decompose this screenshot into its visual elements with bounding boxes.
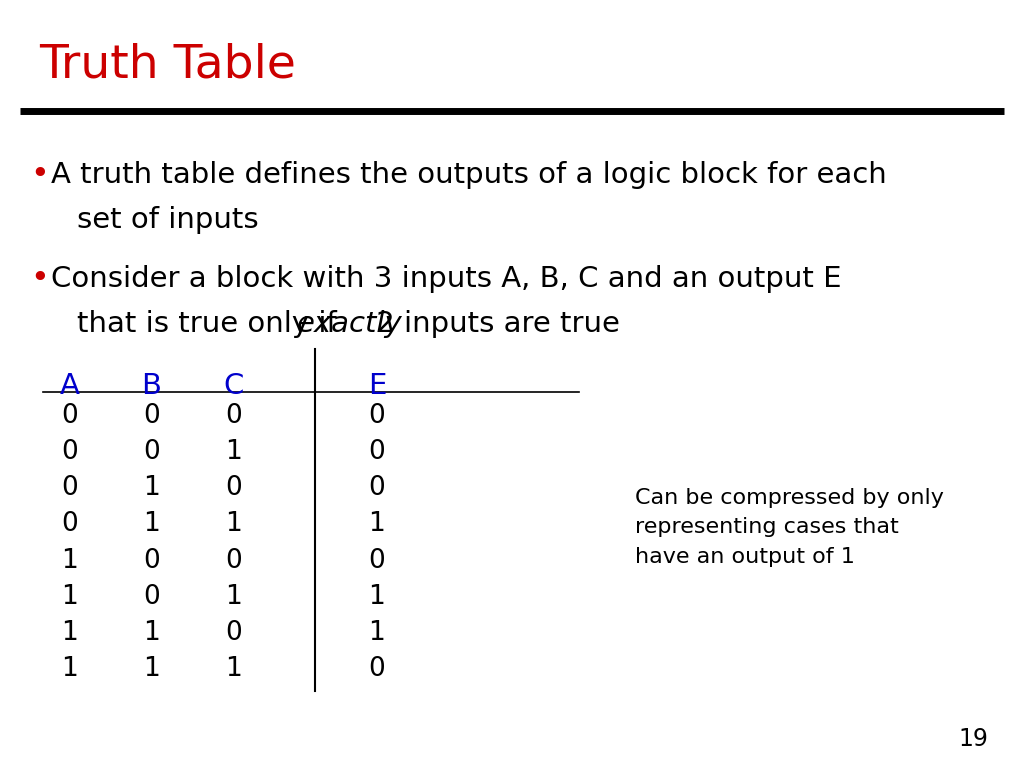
Text: set of inputs: set of inputs [77, 206, 258, 233]
Text: 1: 1 [61, 548, 78, 574]
Text: A: A [59, 372, 80, 400]
Text: 0: 0 [225, 620, 242, 646]
Text: B: B [141, 372, 162, 400]
Text: 1: 1 [225, 439, 242, 465]
Text: 0: 0 [143, 439, 160, 465]
Text: 0: 0 [61, 439, 78, 465]
Text: 1: 1 [143, 656, 160, 682]
Text: 0: 0 [225, 475, 242, 502]
Text: 19: 19 [958, 727, 988, 751]
Text: 0: 0 [61, 475, 78, 502]
Text: 1: 1 [369, 620, 385, 646]
Text: 1: 1 [225, 511, 242, 538]
Text: 1: 1 [143, 475, 160, 502]
Text: 0: 0 [369, 656, 385, 682]
Text: 1: 1 [369, 584, 385, 610]
Text: 1: 1 [143, 511, 160, 538]
Text: exactly: exactly [297, 310, 402, 337]
Text: 0: 0 [225, 548, 242, 574]
Text: 1: 1 [225, 656, 242, 682]
Text: 1: 1 [61, 656, 78, 682]
Text: C: C [223, 372, 244, 400]
Text: 1: 1 [61, 620, 78, 646]
Text: 1: 1 [61, 584, 78, 610]
Text: 1: 1 [225, 584, 242, 610]
Text: •: • [31, 263, 49, 293]
Text: 0: 0 [369, 403, 385, 429]
Text: 2 inputs are true: 2 inputs are true [367, 310, 620, 337]
Text: Consider a block with 3 inputs A, B, C and an output E: Consider a block with 3 inputs A, B, C a… [51, 265, 842, 293]
Text: Can be compressed by only
representing cases that
have an output of 1: Can be compressed by only representing c… [635, 488, 944, 567]
Text: 0: 0 [369, 439, 385, 465]
Text: 0: 0 [143, 584, 160, 610]
Text: 0: 0 [143, 403, 160, 429]
Text: 0: 0 [369, 475, 385, 502]
Text: 0: 0 [225, 403, 242, 429]
Text: E: E [368, 372, 386, 400]
Text: that is true only if: that is true only if [77, 310, 346, 337]
Text: 0: 0 [61, 403, 78, 429]
Text: 0: 0 [61, 511, 78, 538]
Text: Truth Table: Truth Table [39, 42, 296, 88]
Text: 0: 0 [143, 548, 160, 574]
Text: •: • [31, 159, 49, 190]
Text: A truth table defines the outputs of a logic block for each: A truth table defines the outputs of a l… [51, 161, 887, 189]
Text: 1: 1 [369, 511, 385, 538]
Text: 1: 1 [143, 620, 160, 646]
Text: 0: 0 [369, 548, 385, 574]
